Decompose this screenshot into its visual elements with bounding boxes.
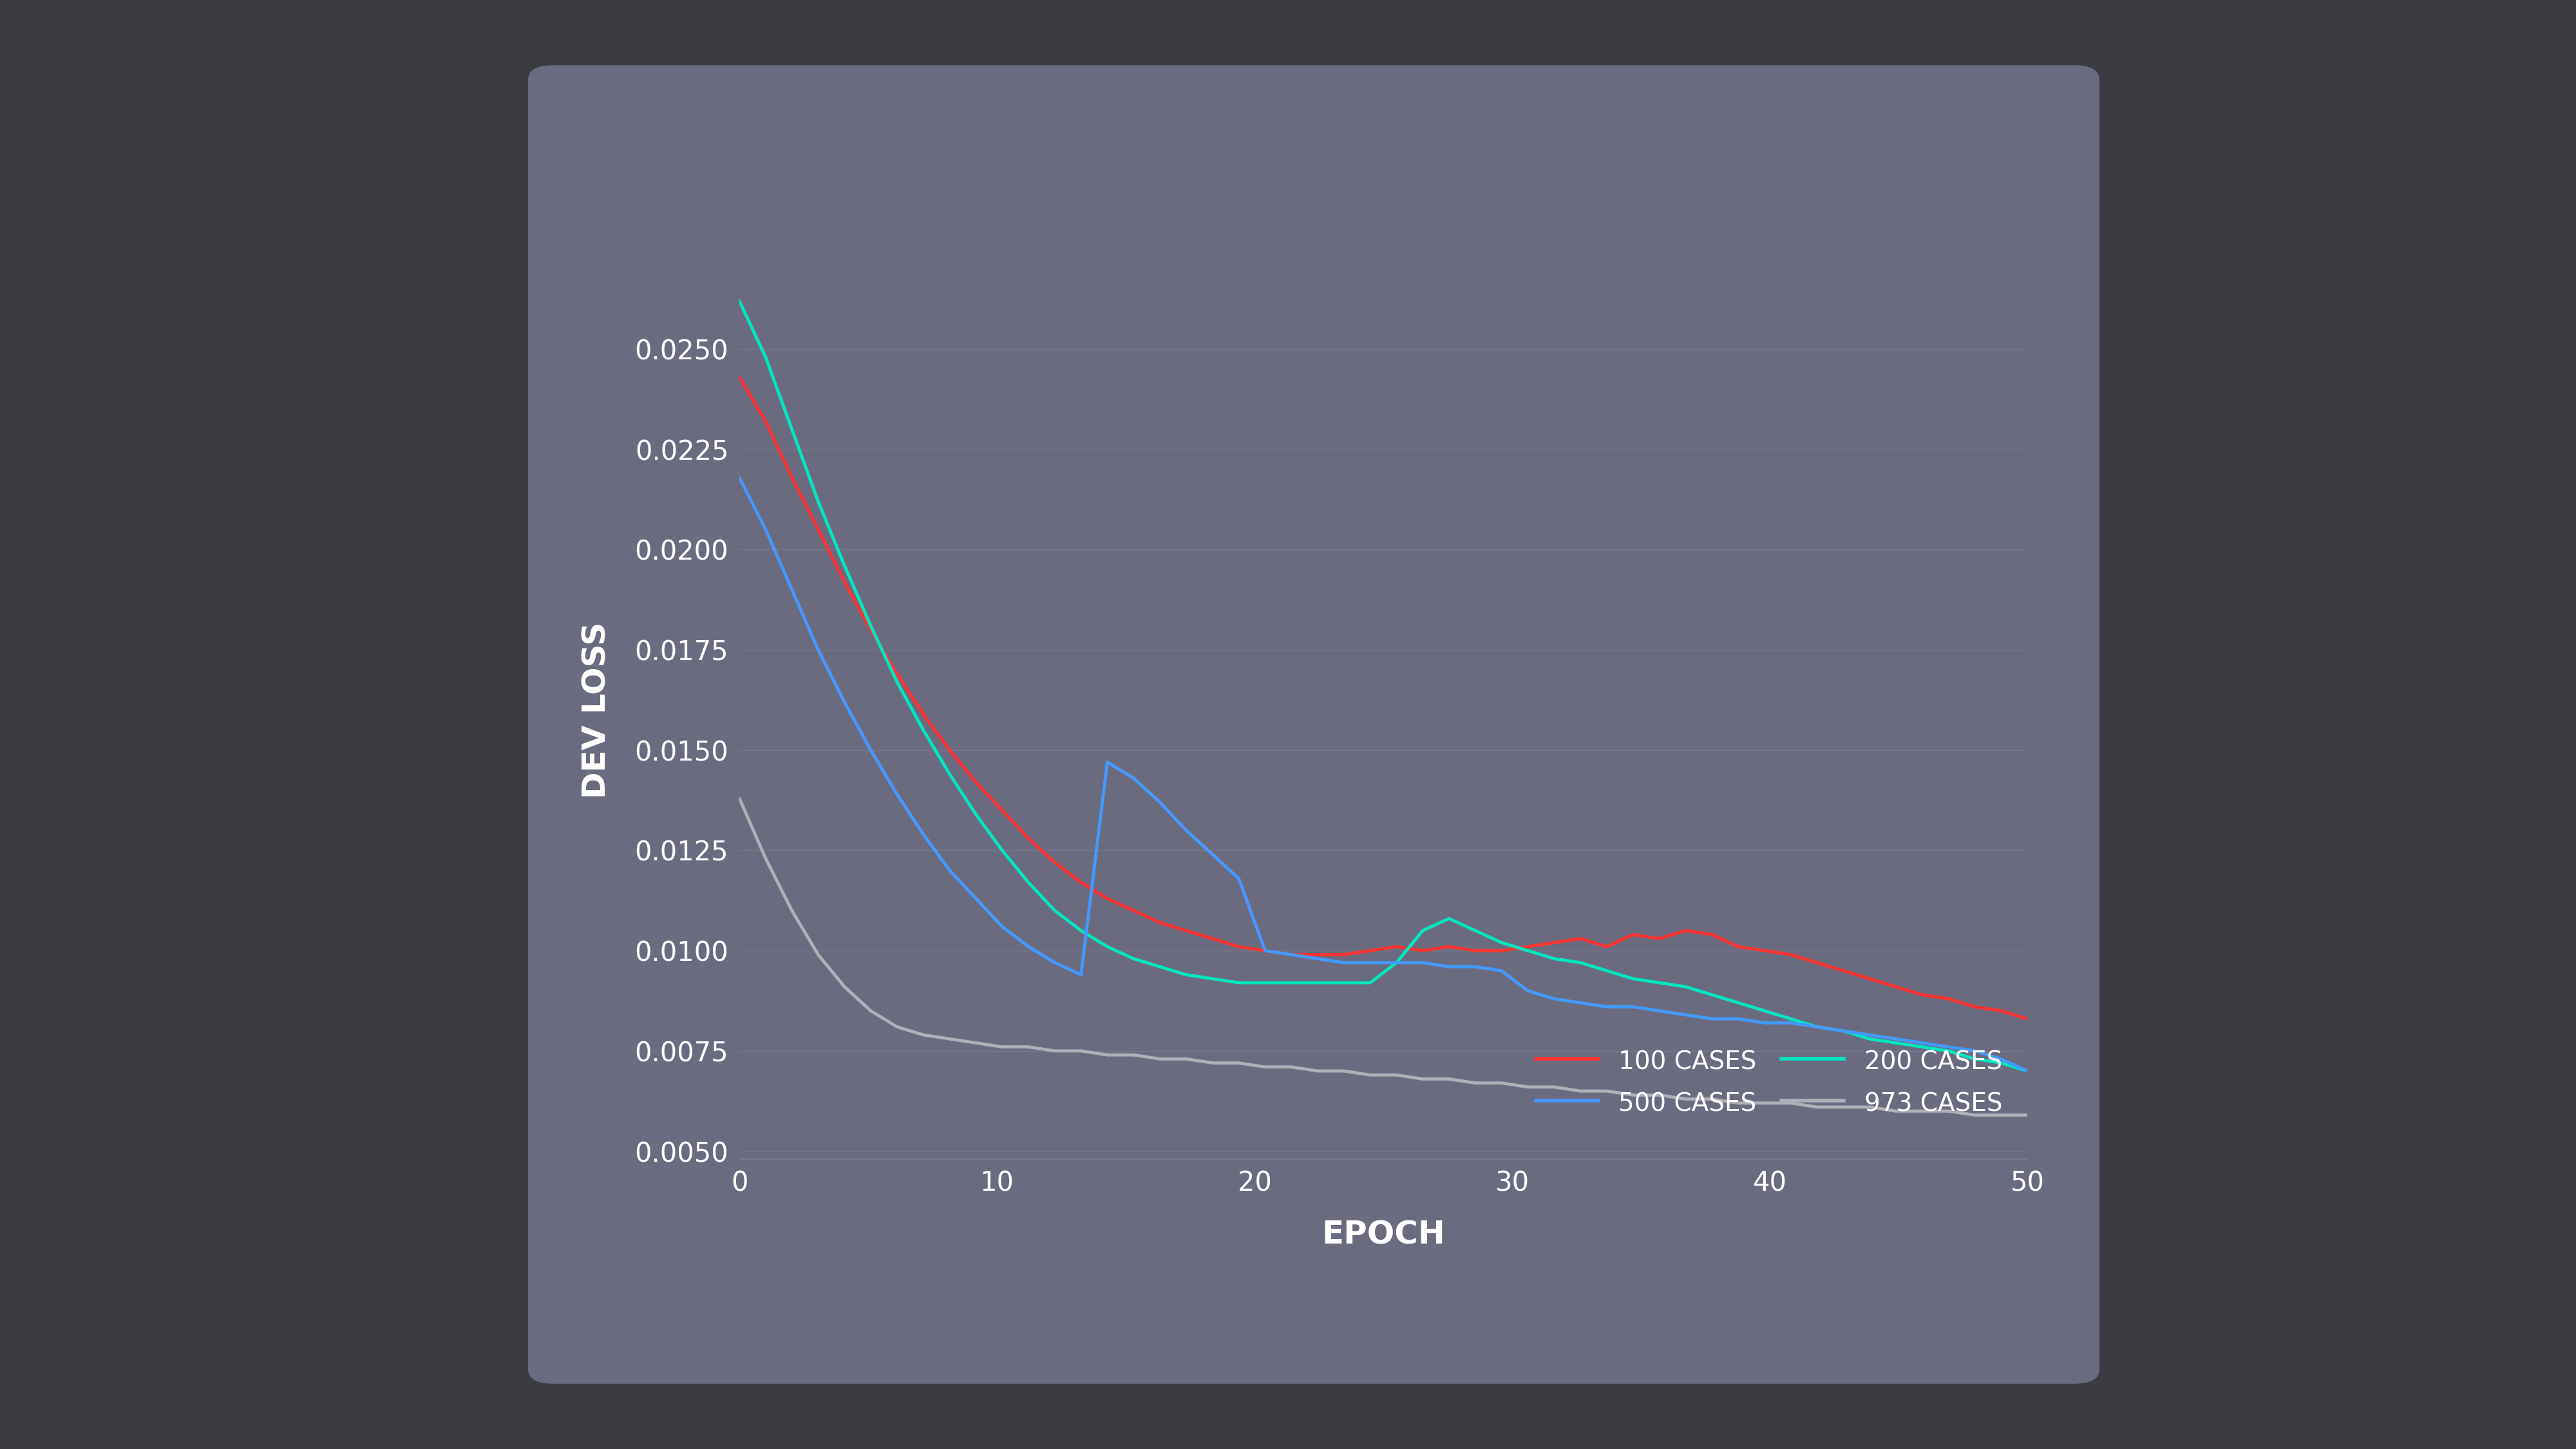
Legend: 100 CASES, 500 CASES, 200 CASES, 973 CASES: 100 CASES, 500 CASES, 200 CASES, 973 CAS…: [1522, 1036, 2014, 1129]
X-axis label: EPOCH: EPOCH: [1321, 1220, 1445, 1250]
Y-axis label: DEV LOSS: DEV LOSS: [582, 622, 613, 798]
